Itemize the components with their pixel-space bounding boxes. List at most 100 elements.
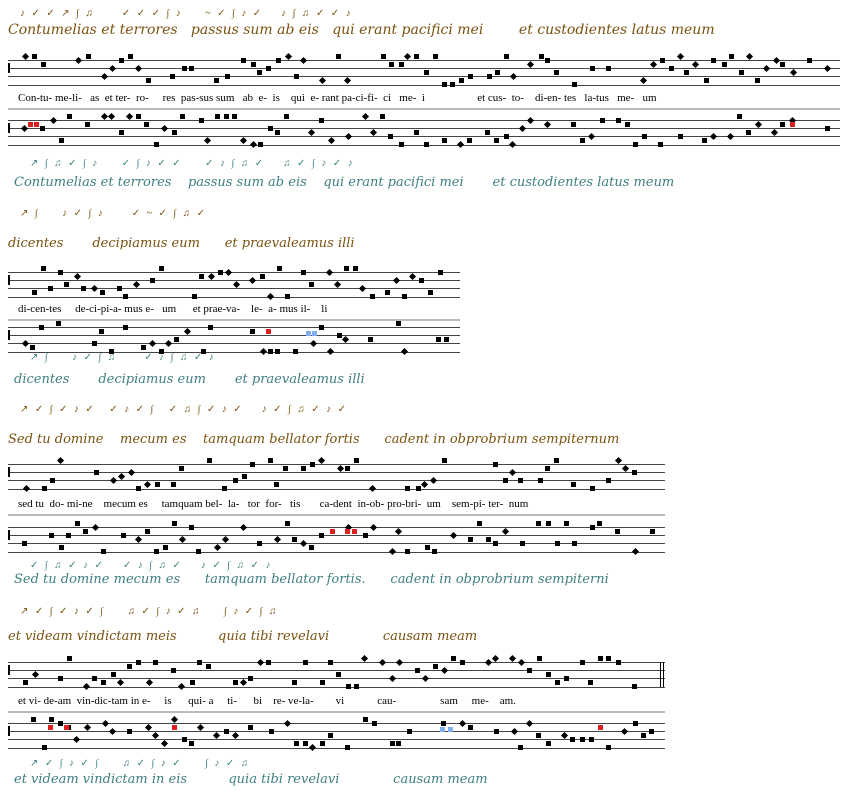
neume-square [301, 270, 306, 275]
neume-square [214, 78, 219, 83]
neume-square [370, 294, 375, 299]
neume-square [123, 325, 128, 330]
variant-blue-note [448, 727, 453, 732]
neume-square [402, 294, 407, 299]
neume-square [571, 482, 576, 487]
staff-bottom [8, 527, 665, 553]
neume-square [145, 529, 150, 534]
neume-square [554, 70, 559, 75]
staff-top [8, 60, 840, 86]
neume-square [99, 329, 104, 334]
neume-square [258, 142, 263, 147]
neume-square [119, 130, 124, 135]
neume-square [444, 337, 449, 342]
neume-square [460, 660, 465, 665]
neume-square [616, 660, 621, 665]
neume-square [354, 458, 359, 463]
neume-square [163, 545, 168, 550]
neume-square [275, 349, 280, 354]
manuscript-bottom-text: Sed tu domine mecum es tamquam bellator … [14, 572, 609, 587]
neume-square [146, 78, 151, 83]
neume-square [633, 142, 638, 147]
neume-square [590, 486, 595, 491]
neume-square [285, 294, 290, 299]
neume-diamond [21, 52, 30, 61]
neume-square [442, 458, 447, 463]
neume-square [172, 130, 177, 135]
neume-square [109, 349, 114, 354]
neume-square [428, 290, 433, 295]
neume-square [233, 478, 238, 483]
neume-square [199, 274, 204, 279]
neume-square [56, 321, 61, 326]
neume-square [189, 66, 194, 71]
neume-square [117, 286, 122, 291]
neume-square [174, 337, 179, 342]
staff-bottom [8, 327, 460, 353]
neume-square [285, 521, 290, 526]
neume-square [49, 533, 54, 538]
staff-top [8, 662, 665, 688]
neume-square [40, 126, 45, 131]
neume-square [546, 741, 551, 746]
neume-square [467, 138, 472, 143]
neume-square [396, 321, 401, 326]
neume-square [42, 486, 47, 491]
neume-square [570, 737, 575, 742]
neume-square [197, 660, 202, 665]
lyrics: Con-tu- me-li- as et ter- ro- res pas-su… [18, 92, 657, 104]
neume-square [320, 741, 325, 746]
neume-square [127, 729, 132, 734]
neume-square [233, 680, 238, 685]
neume-square [171, 482, 176, 487]
manuscript-top-neumes: ↗ ✓ ∫ ✓ ♪ ✓ ∫ ♫ ✓ ∫ ♪ ✓ ♫ ∫ ♪ ✓ ∫ ♫ [20, 606, 279, 617]
neume-square [182, 66, 187, 71]
manuscript-bottom-text: et videam vindictam in eis quia tibi rev… [14, 772, 488, 787]
neume-square [632, 684, 637, 689]
divider [8, 108, 840, 110]
neume-square [208, 325, 213, 330]
neume-square [189, 741, 194, 746]
neume-square [354, 684, 359, 689]
neume-square [537, 656, 542, 661]
neume-square [250, 329, 255, 334]
neume-square [100, 290, 105, 295]
neume-square [250, 462, 255, 467]
manuscript-bottom-neumes: ↗ ✓ ∫ ♪ ✓ ∫ ♫ ✓ ∫ ♪ ✓ ∫ ♪ ✓ ♫ [30, 758, 251, 769]
c-clef-icon [8, 63, 13, 73]
neume-square [92, 676, 97, 681]
neume-square [527, 668, 532, 673]
neume-square [468, 537, 473, 542]
neume-square [650, 529, 655, 534]
neume-square [485, 130, 490, 135]
neume-square [649, 729, 654, 734]
neume-square [433, 664, 438, 669]
staff-top [8, 272, 460, 298]
neume-square [58, 270, 63, 275]
neume-square [572, 541, 577, 546]
neume-square [127, 664, 132, 669]
neume-square [241, 58, 246, 63]
neume-square [92, 341, 97, 346]
neume-square [590, 525, 595, 530]
neume-square [101, 680, 106, 685]
neume-square [633, 721, 638, 726]
neume-square [600, 118, 605, 123]
neume-square [266, 66, 271, 71]
neume-square [309, 282, 314, 287]
neume-square [518, 745, 523, 750]
neume-square [159, 266, 164, 271]
neume-square [294, 741, 299, 746]
neume-square [755, 78, 760, 83]
neume-square [504, 134, 509, 139]
neume-square [257, 70, 262, 75]
neume-square [493, 462, 498, 467]
neume-square [555, 541, 560, 546]
neume-square [564, 676, 569, 681]
neume-square [416, 486, 421, 491]
neume-square [590, 66, 595, 71]
c-clef-icon [8, 726, 13, 736]
neume-square [746, 130, 751, 135]
neume-square [588, 680, 593, 685]
neume-diamond [361, 112, 370, 121]
